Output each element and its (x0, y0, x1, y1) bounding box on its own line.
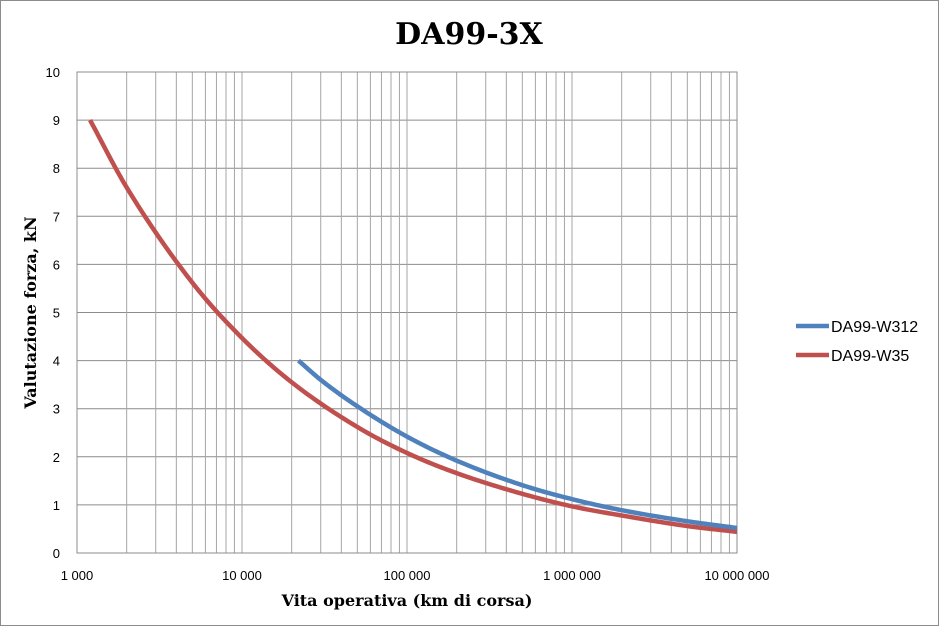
chart-title: DA99-3X (395, 17, 543, 52)
y-tick-label: 5 (53, 306, 60, 321)
legend-label: DA99-W35 (831, 348, 909, 365)
x-tick-label: 100 000 (384, 568, 431, 583)
series-line-da99-w312 (297, 358, 738, 531)
legend-label: DA99-W312 (831, 319, 918, 336)
plot-area-border (76, 71, 738, 554)
y-axis-title: Valutazione forza, kN (21, 216, 40, 409)
legend: DA99-W312 DA99-W35 (796, 319, 918, 365)
y-tick-label: 0 (53, 546, 60, 561)
x-tick-label: 10 000 (222, 568, 262, 583)
tick-labels: 0 1 2 3 4 5 6 7 8 9 10 1 000 10 000 100 000 1 000 000 1… (46, 65, 770, 583)
y-tick-label: 9 (53, 113, 60, 128)
y-tick-label: 8 (53, 161, 60, 176)
y-tick-label: 10 (46, 65, 60, 80)
series-layer (88, 119, 738, 535)
grid-lines (76, 71, 737, 554)
y-tick-label: 4 (53, 354, 60, 369)
series-line-da99-w35 (88, 119, 738, 535)
y-tick-label: 1 (53, 498, 60, 513)
y-tick-label: 6 (53, 257, 60, 272)
x-tick-label: 1 000 000 (543, 568, 601, 583)
y-tick-label: 2 (53, 450, 60, 465)
y-tick-label: 3 (53, 402, 60, 417)
x-axis-title: Vita operativa (km di corsa) (281, 591, 533, 610)
x-tick-label: 10 000 000 (704, 568, 769, 583)
x-tick-label: 1 000 (61, 568, 94, 583)
y-tick-label: 7 (53, 209, 60, 224)
